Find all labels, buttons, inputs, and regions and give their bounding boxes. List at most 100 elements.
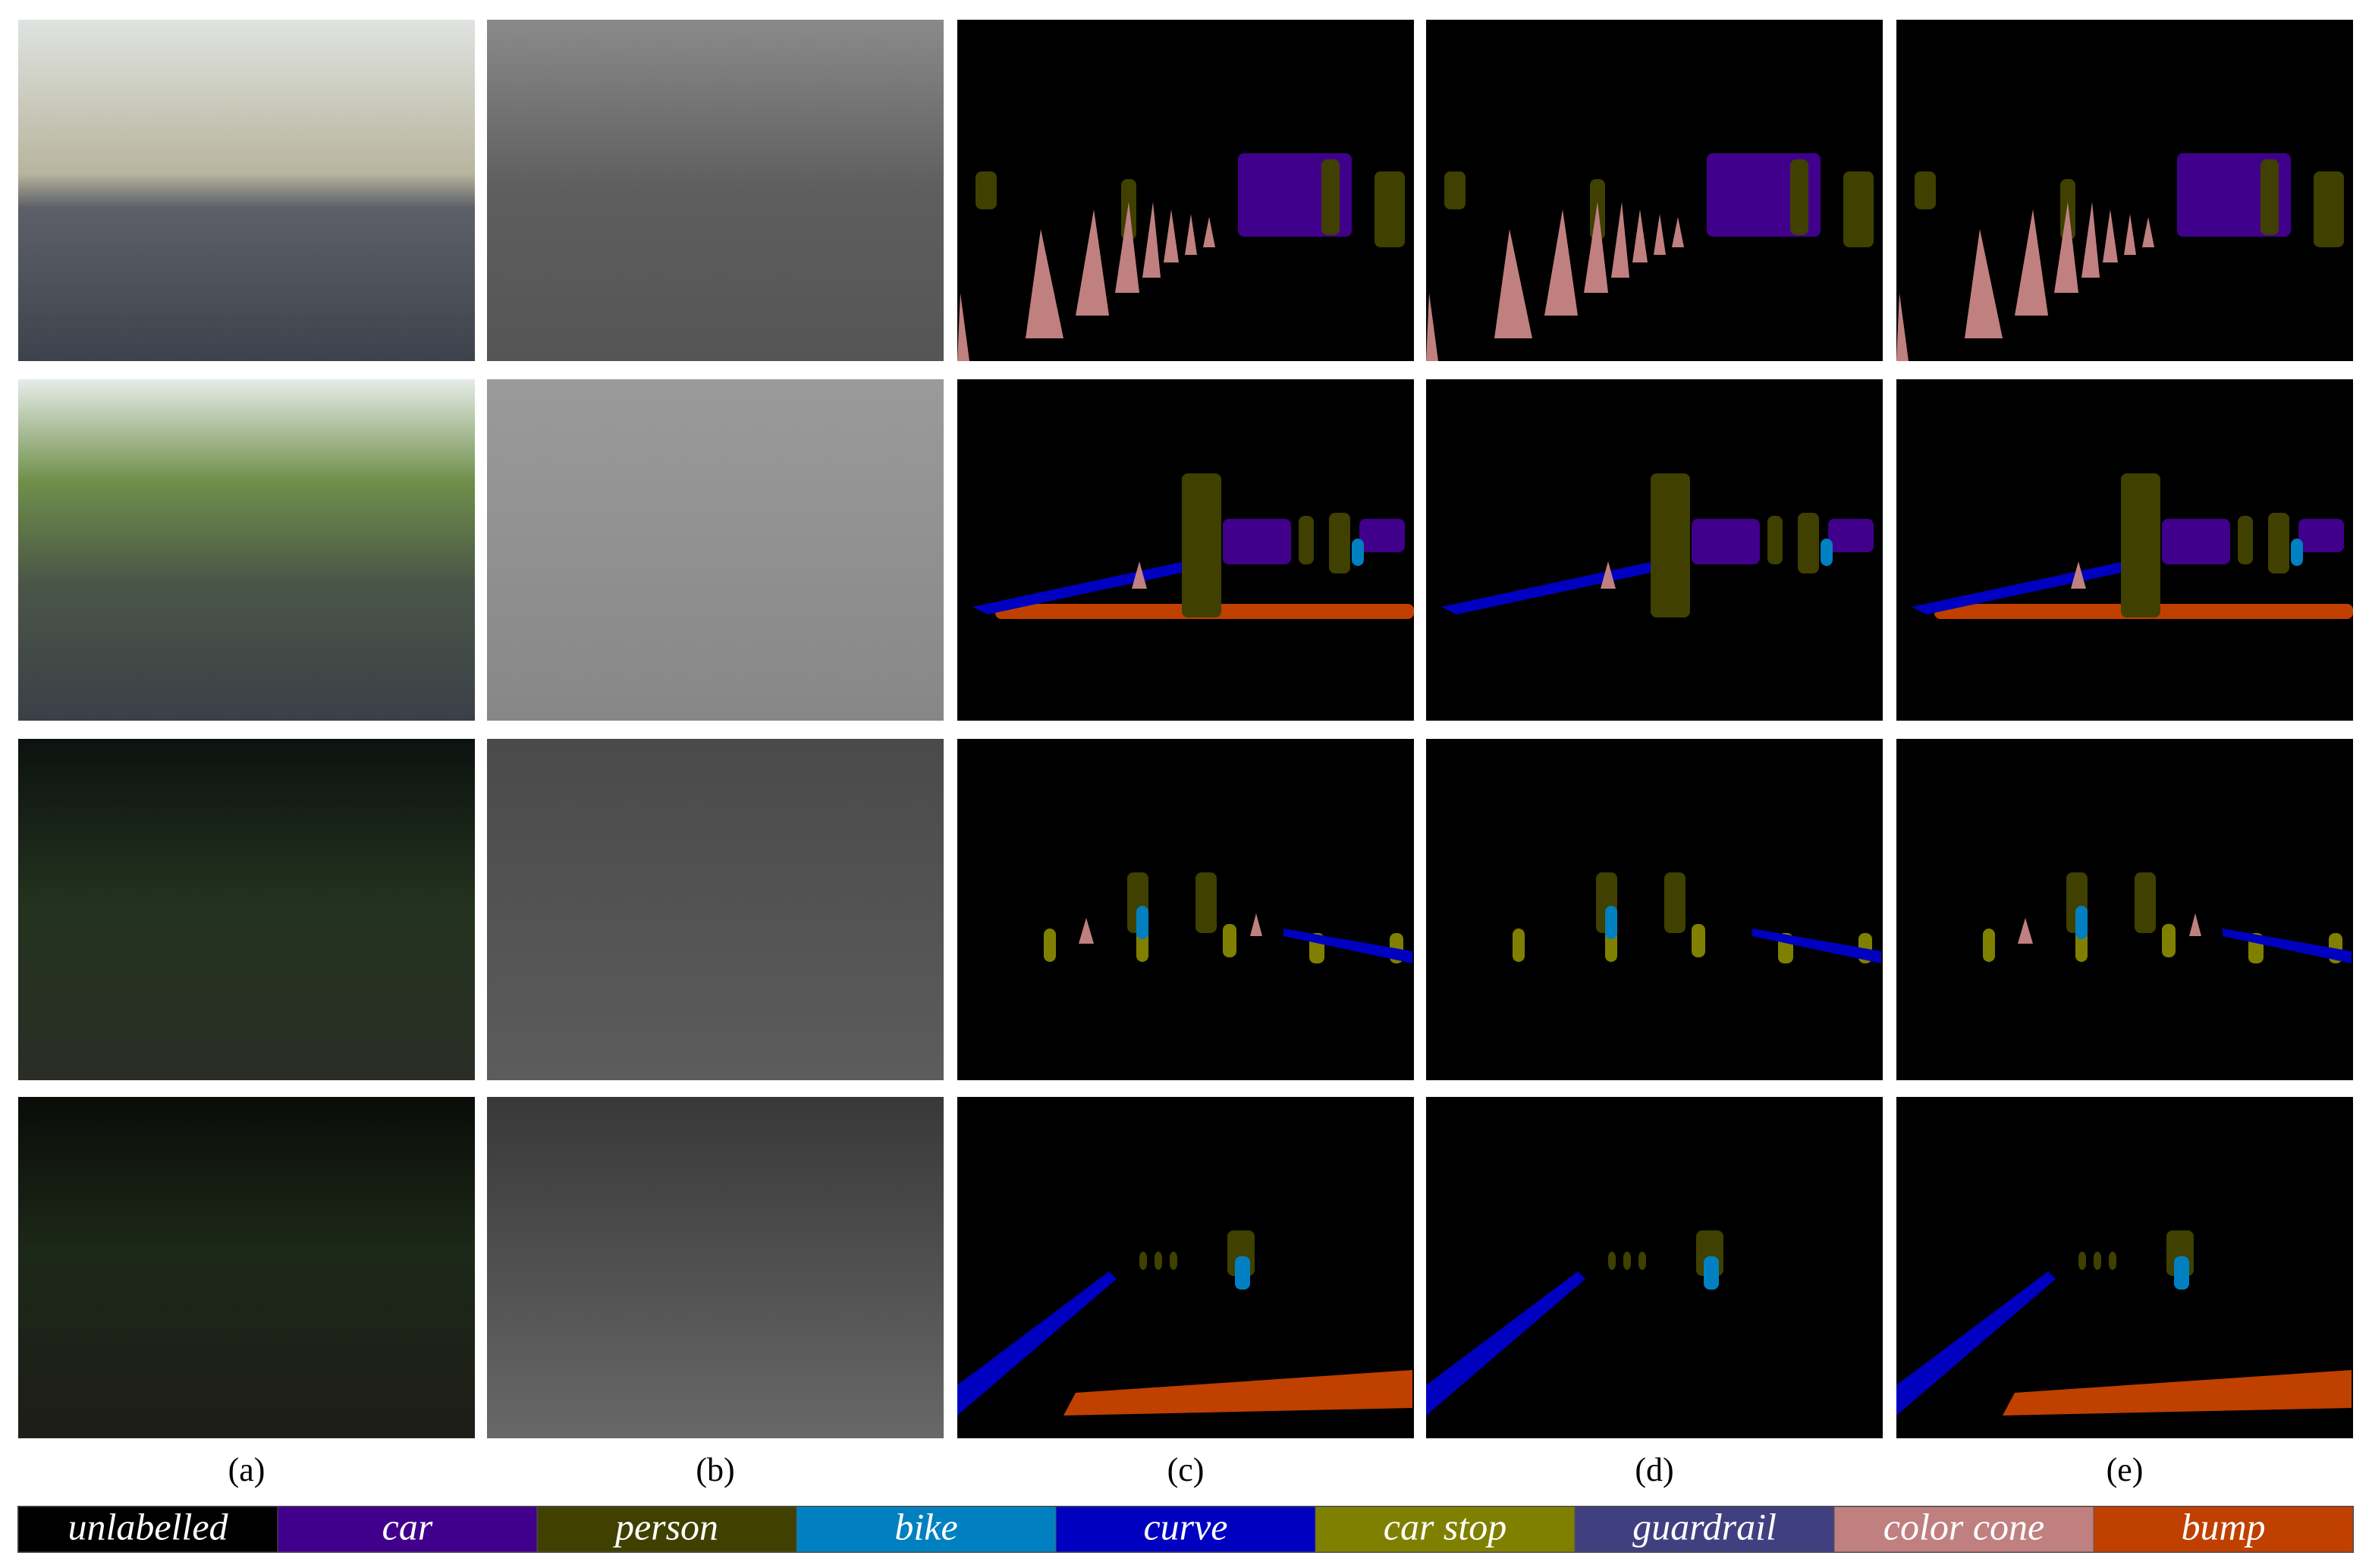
segment bbox=[1299, 516, 1314, 564]
image-panel bbox=[1426, 379, 1883, 721]
legend-label: car bbox=[382, 1505, 433, 1548]
image-panel bbox=[487, 20, 944, 361]
segment bbox=[1076, 209, 1109, 316]
image-panel bbox=[1896, 379, 2353, 721]
segment bbox=[2109, 1252, 2116, 1270]
segment bbox=[1329, 513, 1350, 573]
segment bbox=[1185, 214, 1197, 255]
legend-label: bump bbox=[2181, 1505, 2265, 1548]
legend-swatch bbox=[796, 1506, 1057, 1553]
segment bbox=[1896, 1271, 2056, 1416]
segment bbox=[2071, 561, 2086, 589]
segment bbox=[1044, 929, 1056, 962]
segment bbox=[1611, 202, 1629, 278]
segment bbox=[1223, 924, 1236, 957]
image-panel bbox=[957, 1097, 1414, 1438]
segment bbox=[2078, 1252, 2086, 1270]
segment bbox=[2015, 209, 2048, 316]
segment bbox=[1136, 906, 1148, 939]
image-panel bbox=[1896, 1097, 2353, 1438]
segment bbox=[2124, 214, 2136, 255]
segment bbox=[2075, 906, 2088, 939]
legend-swatch bbox=[277, 1506, 538, 1553]
panel-grid bbox=[18, 20, 2353, 1438]
segment bbox=[2238, 516, 2253, 564]
segment bbox=[2162, 924, 2176, 957]
segment bbox=[1426, 1271, 1585, 1416]
segment bbox=[1375, 171, 1405, 247]
panel-label: (b) bbox=[696, 1451, 734, 1488]
segment bbox=[2189, 913, 2201, 936]
segment bbox=[1283, 929, 1412, 963]
segment bbox=[2094, 1252, 2101, 1270]
segment bbox=[2291, 539, 2303, 566]
segment bbox=[1142, 202, 1161, 278]
rgb-image bbox=[18, 739, 475, 1080]
image-panel bbox=[957, 379, 1414, 721]
segment bbox=[957, 293, 969, 361]
legend-swatch bbox=[1574, 1506, 1835, 1553]
segment bbox=[2174, 1256, 2189, 1290]
legend-swatch bbox=[1833, 1506, 2094, 1553]
segment bbox=[2298, 519, 2344, 552]
legend-label: bike bbox=[894, 1505, 957, 1548]
segmentation-map bbox=[957, 739, 1414, 1080]
image-panel bbox=[487, 739, 944, 1080]
segment bbox=[2142, 217, 2154, 247]
segment bbox=[2162, 519, 2230, 564]
segment bbox=[1352, 539, 1364, 566]
legend-swatch bbox=[17, 1506, 278, 1553]
segment bbox=[1821, 539, 1833, 566]
segment bbox=[2223, 929, 2352, 963]
segment bbox=[2135, 872, 2156, 933]
segmentation-map bbox=[1896, 739, 2353, 1080]
image-panel bbox=[957, 20, 1414, 361]
segment bbox=[1359, 519, 1405, 552]
image-panel bbox=[1896, 739, 2353, 1080]
segment bbox=[1654, 214, 1666, 255]
legend-label: curve bbox=[1143, 1505, 1227, 1548]
segment bbox=[1026, 229, 1063, 338]
segment bbox=[1605, 906, 1617, 939]
segment bbox=[1426, 293, 1438, 361]
segment bbox=[1444, 171, 1466, 209]
segment bbox=[1544, 209, 1578, 316]
image-panel bbox=[1426, 20, 1883, 361]
segmentation-map bbox=[1426, 1097, 1883, 1438]
segment bbox=[976, 171, 997, 209]
segment bbox=[1798, 513, 1819, 573]
image-panel bbox=[1426, 739, 1883, 1080]
segment bbox=[2003, 1370, 2352, 1416]
segment bbox=[1790, 159, 1808, 235]
segmentation-map bbox=[1426, 739, 1883, 1080]
segment bbox=[1321, 159, 1340, 235]
image-panel bbox=[18, 1097, 475, 1438]
segment bbox=[1828, 519, 1874, 552]
segment bbox=[1223, 519, 1291, 564]
segment bbox=[1651, 473, 1690, 617]
segment bbox=[1767, 516, 1783, 564]
segment bbox=[1182, 473, 1221, 617]
panel-label: (d) bbox=[1635, 1451, 1673, 1488]
rgb-image bbox=[18, 379, 475, 721]
image-panel bbox=[18, 379, 475, 721]
segment bbox=[1170, 1252, 1177, 1270]
segment bbox=[1915, 171, 1936, 209]
image-panel bbox=[18, 739, 475, 1080]
segment bbox=[1250, 913, 1262, 936]
segment bbox=[1195, 872, 1217, 933]
segment bbox=[1965, 229, 2003, 338]
segment bbox=[1692, 924, 1705, 957]
segment bbox=[1664, 872, 1686, 933]
segment bbox=[1132, 561, 1147, 589]
segment bbox=[1139, 1252, 1147, 1270]
segment bbox=[1494, 229, 1532, 338]
legend-label: unlabelled bbox=[68, 1505, 228, 1548]
rgb-image bbox=[18, 20, 475, 361]
segment bbox=[1063, 1370, 1412, 1416]
segment bbox=[2054, 202, 2078, 293]
segment bbox=[1584, 202, 1608, 293]
segment bbox=[1632, 209, 1648, 262]
thermal-image bbox=[487, 20, 944, 361]
